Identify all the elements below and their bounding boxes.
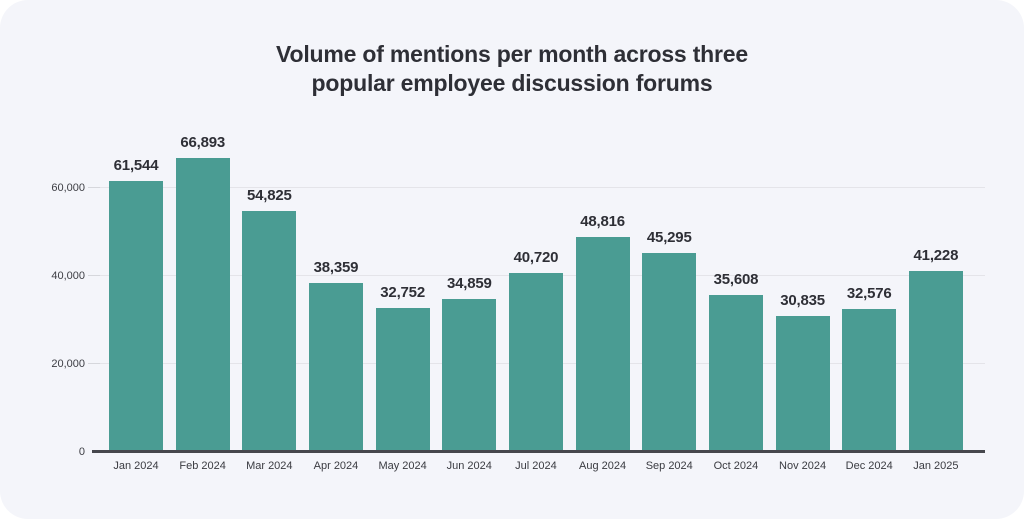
bar	[308, 283, 363, 452]
bar-column-feb-2024: 66,893	[175, 133, 230, 452]
bar-column-dec-2024: 32,576	[842, 284, 897, 452]
bar	[842, 308, 897, 452]
bar	[708, 295, 763, 452]
bar-value-label: 35,608	[713, 271, 759, 289]
x-tick-label: Jul 2024	[515, 460, 557, 472]
bar-value-label: 38,359	[313, 259, 359, 277]
bar	[908, 270, 963, 452]
bar	[242, 210, 297, 452]
x-tick-label: Nov 2024	[779, 460, 827, 472]
bar	[642, 252, 697, 452]
chart-title: Volume of mentions per month across thre…	[276, 41, 748, 96]
bar-column-jan-2025: 41,228	[908, 246, 963, 452]
bar-value-label: 48,816	[580, 213, 625, 231]
y-tick-label: 20,000	[51, 358, 85, 370]
x-tick-label: May 2024	[378, 460, 427, 472]
bar	[442, 298, 497, 452]
plot-area: 61,544 66,893 54,825 38,359 32,752 34,859 40,7…	[88, 134, 985, 453]
bar-column-oct-2024: 35,608	[708, 271, 763, 452]
y-tick-label: 0	[78, 446, 85, 458]
x-tick-label: Dec 2024	[845, 460, 893, 472]
x-tick-label: Mar 2024	[246, 460, 293, 472]
x-tick-label: Apr 2024	[313, 460, 359, 472]
x-tick-label: Jan 2024	[113, 460, 159, 472]
x-axis-labels: Jan 2024 Feb 2024 Mar 2024 Apr 2024 May 2024…	[109, 460, 963, 472]
bar-value-label: 32,576	[846, 284, 892, 302]
bar-column-jul-2024: 40,720	[508, 248, 563, 452]
bar-column-mar-2024: 54,825	[242, 186, 297, 452]
bar	[508, 272, 563, 452]
bar-value-label: 41,228	[913, 246, 959, 264]
y-tick-mark	[88, 363, 100, 364]
bar-column-apr-2024: 38,359	[308, 259, 363, 452]
x-tick-label: Sep 2024	[645, 460, 693, 472]
bar-value-label: 32,752	[380, 283, 425, 301]
y-axis: 0 20,000 40,000 60,000	[0, 140, 85, 458]
bar-column-aug-2024: 48,816	[575, 213, 630, 452]
bar-column-jan-2024: 61,544	[109, 157, 163, 452]
bar-value-label: 66,893	[180, 133, 225, 151]
x-tick-label: Jun 2024	[446, 460, 492, 472]
bar-value-label: 34,859	[446, 274, 492, 292]
bar	[575, 237, 630, 452]
x-axis-line	[92, 450, 985, 453]
y-tick-mark	[88, 275, 100, 276]
bar-value-label: 40,720	[513, 248, 559, 266]
bar	[175, 157, 230, 452]
bar-value-label: 30,835	[780, 292, 825, 310]
bar	[109, 181, 163, 452]
x-tick-label: Aug 2024	[579, 460, 627, 472]
gridline-60000	[88, 187, 985, 188]
bars-row: 61,544 66,893 54,825 38,359 32,752 34,859 40,7…	[109, 134, 963, 452]
bar-column-may-2024: 32,752	[375, 283, 430, 452]
y-tick-label: 40,000	[51, 270, 85, 282]
bar-column-sep-2024: 45,295	[642, 228, 697, 452]
y-tick-mark	[88, 187, 100, 188]
bar-value-label: 54,825	[246, 186, 292, 204]
bar-column-nov-2024: 30,835	[775, 292, 830, 452]
x-tick-label: Jan 2025	[913, 460, 959, 472]
bar	[375, 307, 430, 452]
bar	[775, 316, 830, 452]
bar-column-jun-2024: 34,859	[442, 274, 497, 452]
y-tick-label: 60,000	[51, 182, 85, 194]
bar-value-label: 45,295	[646, 228, 692, 246]
x-tick-label: Oct 2024	[713, 460, 759, 472]
x-tick-label: Feb 2024	[179, 460, 226, 472]
bar-value-label: 61,544	[113, 157, 159, 175]
